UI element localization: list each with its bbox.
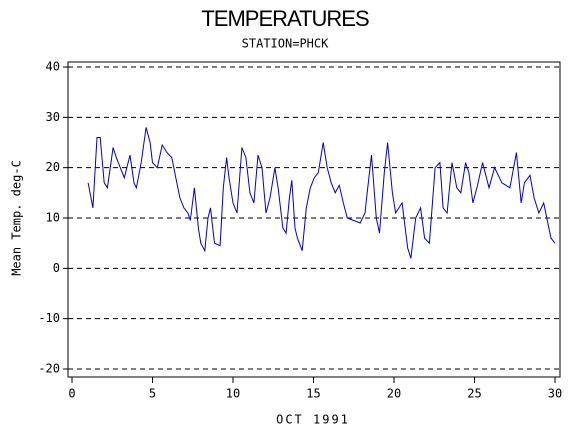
x-tick-label: 5 [149,387,156,401]
plot-frame [67,61,561,378]
y-tick-label: 20 [46,160,60,174]
x-tick-label: 30 [548,387,562,401]
y-tick-label: 0 [53,261,60,275]
y-tick-label: -20 [38,362,60,376]
chart-subtitle: STATION=PHCK [242,37,329,51]
x-tick-label: 15 [306,387,320,401]
x-tick-label: 20 [387,387,401,401]
x-axis-label: OCT 1991 [276,413,350,427]
chart-title: TEMPERATURES [201,6,369,31]
x-tick-label: 0 [68,387,75,401]
x-tick-label: 10 [226,387,240,401]
y-tick-label: 30 [46,110,60,124]
data-line [87,127,556,259]
x-tick-label: 25 [467,387,481,401]
y-tick-label: -10 [38,311,60,325]
y-tick-label: 10 [46,211,60,225]
y-tick-label: 40 [46,60,60,74]
y-axis-label: Mean Temp. deg-C [10,160,24,276]
